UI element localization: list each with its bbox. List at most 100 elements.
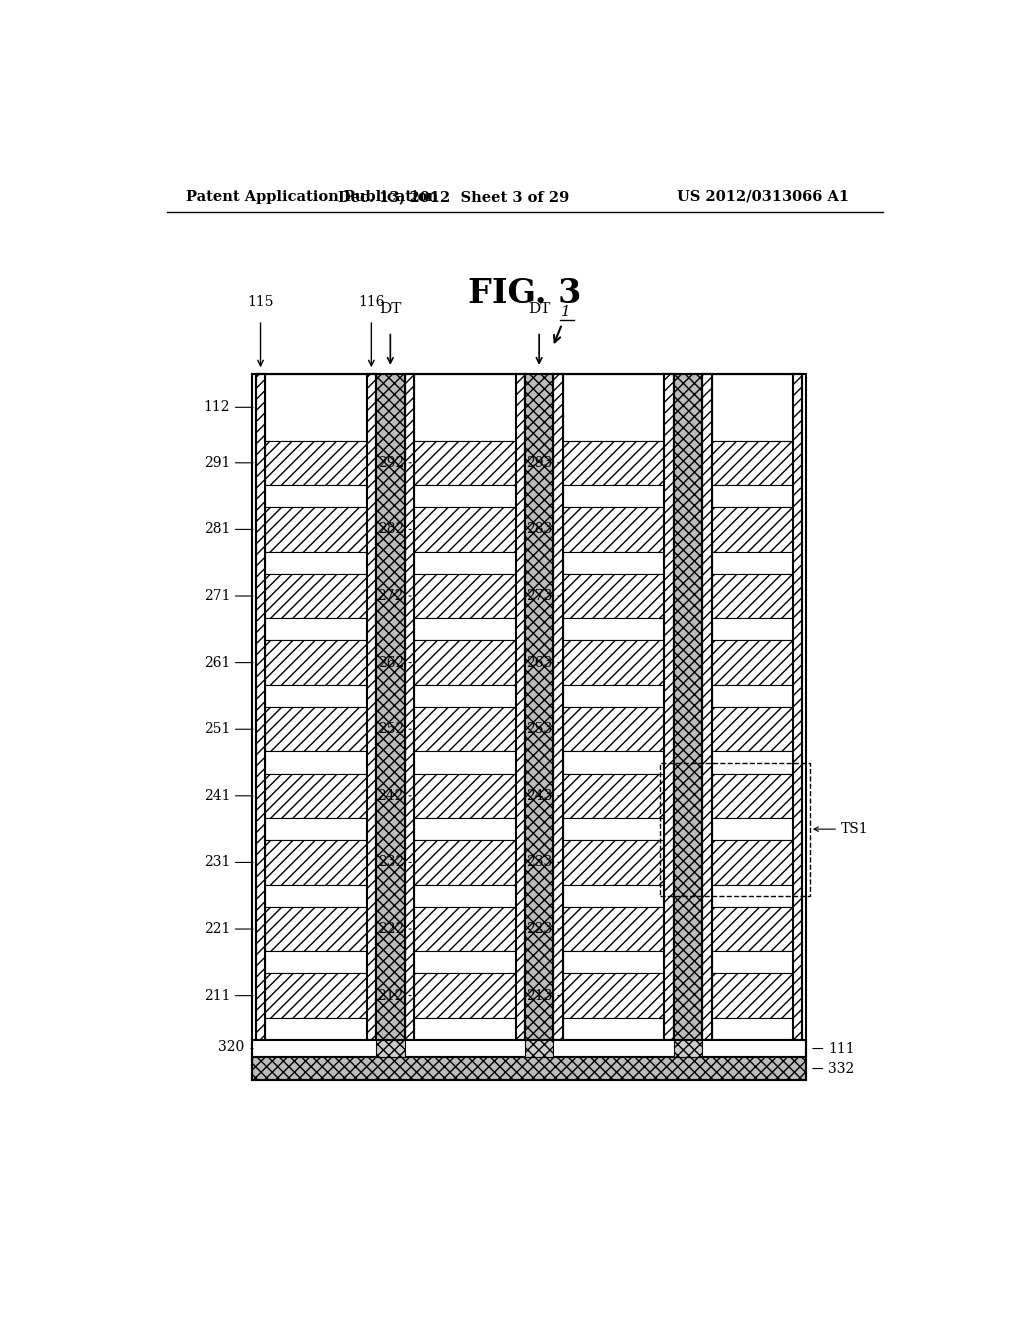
- Bar: [414, 507, 515, 552]
- Bar: [265, 841, 367, 884]
- Bar: [414, 618, 515, 640]
- Bar: [563, 952, 665, 973]
- Bar: [524, 1040, 554, 1057]
- Bar: [414, 884, 515, 907]
- Bar: [563, 552, 665, 574]
- Bar: [712, 574, 793, 618]
- Bar: [265, 484, 367, 507]
- Text: 211: 211: [204, 989, 230, 1003]
- Text: 292: 292: [378, 455, 403, 470]
- Text: DT: DT: [379, 302, 401, 317]
- Bar: [256, 374, 265, 1040]
- Bar: [712, 507, 793, 552]
- Bar: [563, 708, 665, 751]
- Text: 1: 1: [561, 305, 570, 318]
- Bar: [414, 708, 515, 751]
- Bar: [414, 685, 515, 708]
- Bar: [712, 552, 793, 574]
- Text: Patent Application Publication: Patent Application Publication: [186, 190, 438, 203]
- Text: 332: 332: [827, 1061, 854, 1076]
- Bar: [367, 374, 376, 1040]
- Bar: [252, 1057, 806, 1080]
- Bar: [712, 907, 793, 952]
- Bar: [563, 841, 665, 884]
- Bar: [674, 374, 702, 1040]
- Bar: [563, 884, 665, 907]
- Bar: [414, 484, 515, 507]
- Text: 222: 222: [378, 923, 403, 936]
- Bar: [563, 640, 665, 685]
- Bar: [265, 574, 367, 618]
- Text: 271: 271: [204, 589, 230, 603]
- Bar: [265, 1018, 367, 1040]
- Text: 262: 262: [378, 656, 403, 669]
- Bar: [554, 374, 563, 1040]
- Text: 115: 115: [247, 294, 273, 309]
- Bar: [414, 774, 515, 818]
- Bar: [414, 973, 515, 1018]
- Text: 272: 272: [378, 589, 403, 603]
- Bar: [563, 973, 665, 1018]
- Bar: [265, 374, 367, 441]
- Text: 232: 232: [378, 855, 403, 870]
- Bar: [665, 374, 674, 1040]
- Text: 283: 283: [526, 523, 553, 536]
- Bar: [563, 685, 665, 708]
- Bar: [265, 774, 367, 818]
- Bar: [265, 507, 367, 552]
- Bar: [563, 618, 665, 640]
- Text: 281: 281: [204, 523, 230, 536]
- Text: 273: 273: [526, 589, 553, 603]
- Bar: [265, 640, 367, 685]
- Text: 231: 231: [204, 855, 230, 870]
- Bar: [376, 1040, 404, 1057]
- Bar: [414, 441, 515, 484]
- Text: 213: 213: [526, 989, 553, 1003]
- Bar: [252, 1040, 806, 1057]
- Bar: [563, 751, 665, 774]
- Text: 241: 241: [204, 789, 230, 803]
- Bar: [414, 952, 515, 973]
- Bar: [524, 374, 554, 1040]
- Text: 320: 320: [218, 1040, 245, 1053]
- Bar: [712, 884, 793, 907]
- Text: 253: 253: [526, 722, 553, 737]
- Bar: [265, 618, 367, 640]
- Text: 243: 243: [526, 789, 553, 803]
- Bar: [712, 685, 793, 708]
- Bar: [712, 484, 793, 507]
- Text: 282: 282: [378, 523, 403, 536]
- Bar: [712, 952, 793, 973]
- Bar: [712, 618, 793, 640]
- Bar: [515, 374, 524, 1040]
- Text: 293: 293: [526, 455, 553, 470]
- Bar: [265, 884, 367, 907]
- Text: Dec. 13, 2012  Sheet 3 of 29: Dec. 13, 2012 Sheet 3 of 29: [338, 190, 569, 203]
- Bar: [674, 1040, 702, 1057]
- Bar: [265, 751, 367, 774]
- Text: TS1: TS1: [814, 822, 868, 836]
- Bar: [660, 763, 810, 896]
- Bar: [265, 708, 367, 751]
- Bar: [563, 507, 665, 552]
- Text: 111: 111: [827, 1041, 854, 1056]
- Bar: [414, 818, 515, 841]
- Bar: [563, 374, 665, 441]
- Text: 252: 252: [378, 722, 403, 737]
- Text: 242: 242: [378, 789, 403, 803]
- Bar: [404, 374, 414, 1040]
- Text: 233: 233: [526, 855, 553, 870]
- Bar: [265, 818, 367, 841]
- Bar: [265, 441, 367, 484]
- Bar: [256, 374, 376, 1040]
- Bar: [712, 640, 793, 685]
- Bar: [712, 441, 793, 484]
- Bar: [712, 841, 793, 884]
- Bar: [702, 374, 712, 1040]
- Bar: [702, 374, 802, 1040]
- Bar: [414, 552, 515, 574]
- Bar: [414, 374, 515, 441]
- Bar: [265, 685, 367, 708]
- Text: 263: 263: [526, 656, 553, 669]
- Bar: [712, 751, 793, 774]
